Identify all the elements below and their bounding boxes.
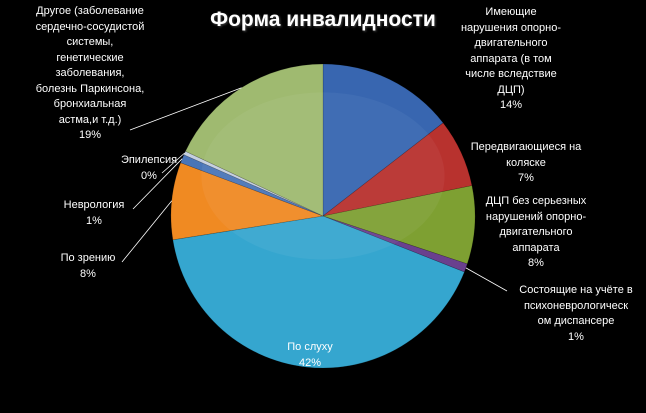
- label-epilepsy: Эпилепсия 0%: [120, 154, 178, 182]
- leader-line: [132, 158, 183, 210]
- leader-line: [465, 267, 508, 292]
- label-neurology: Неврология 1%: [63, 199, 125, 227]
- leader-lines: [121, 87, 508, 292]
- leader-line: [129, 87, 242, 131]
- label-hearing: По слуху 42%: [287, 341, 333, 369]
- chart-title: Форма инвалидности: [210, 8, 436, 31]
- label-vision: По зрению 8%: [60, 252, 116, 280]
- pie-highlight: [201, 92, 445, 260]
- label-other: Другое (заболевание сердечно-сосудистой …: [35, 5, 145, 141]
- label-wheelchair: Передвигающиеся на коляске 7%: [470, 141, 582, 184]
- leader-line: [161, 152, 185, 174]
- pie-slices: [170, 63, 476, 369]
- pie-slice: [172, 215, 465, 369]
- label-psychoneurological: Состоящие на учёте в психоневрологическ …: [519, 284, 633, 343]
- label-cerebral-palsy: ДЦП без серьезных нарушений опорно- двиг…: [485, 195, 587, 269]
- leader-line: [121, 200, 173, 263]
- label-musculoskeletal: Имеющие нарушения опорно- двигательного …: [460, 6, 562, 111]
